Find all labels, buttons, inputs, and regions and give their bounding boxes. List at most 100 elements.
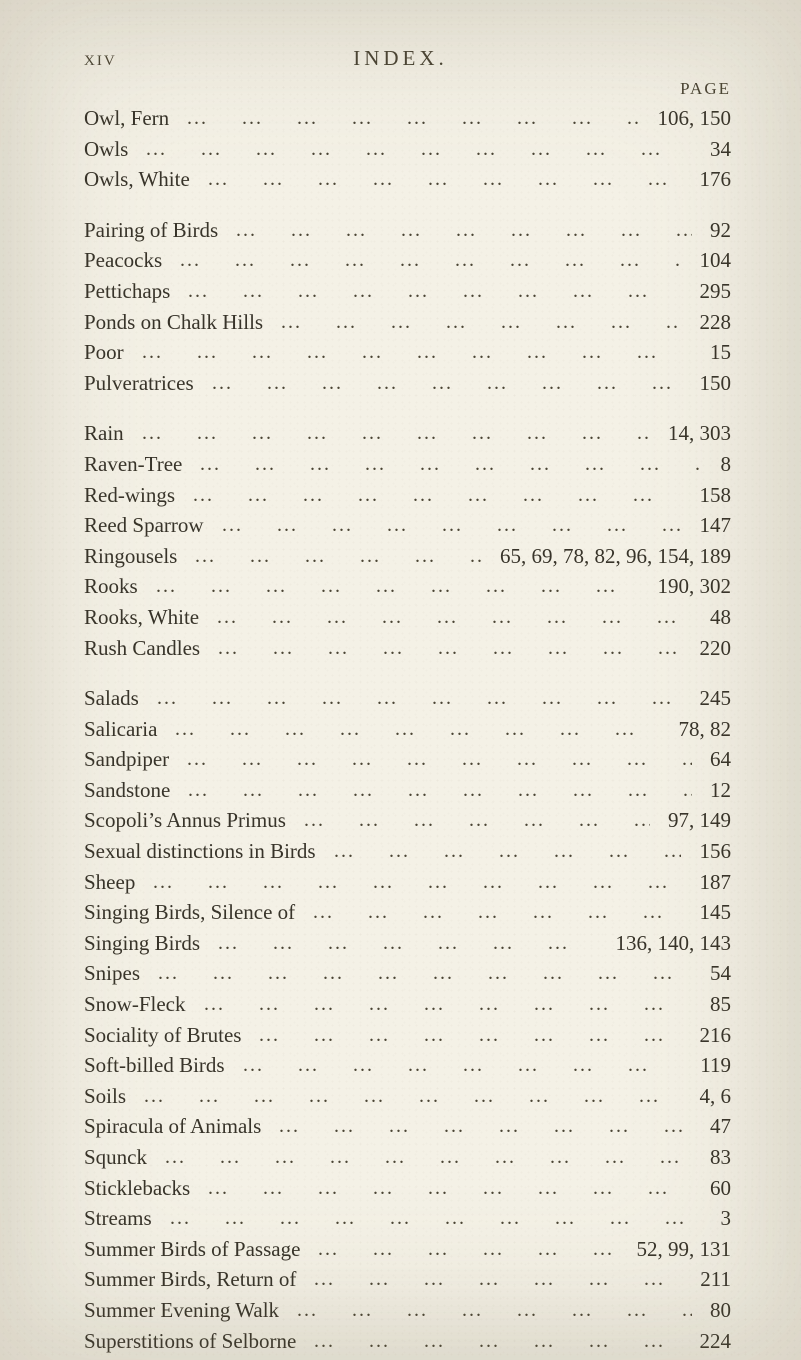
index-term: Scopoli’s Annus Primus xyxy=(84,805,286,836)
index-term: Sandpiper xyxy=(84,744,169,775)
index-term: Sociality of Brutes xyxy=(84,1020,241,1051)
index-group: Rain 14, 303 ... ... ... ... ... ... ... .… xyxy=(84,418,731,663)
index-term: Summer Birds of Passage xyxy=(84,1234,300,1265)
header-spacer xyxy=(725,46,731,71)
index-term: Owl, Fern xyxy=(84,103,169,134)
leader-dots: ... ... ... ... ... ... ... ... ... ... … xyxy=(217,602,692,633)
index-term: Streams xyxy=(84,1203,152,1234)
index-entry: Soils4, 6... ... ... ... ... ... ... ...… xyxy=(84,1081,731,1112)
index-entry: Peacocks104... ... ... ... ... ... ... .… xyxy=(84,245,731,276)
index-entry: Scopoli’s Annus Primus 97, 149 ... ... ...… xyxy=(84,805,731,836)
leader-dots: ... ... ... ... ... ... ... ... ... ... … xyxy=(158,958,692,989)
index-pages: 104 xyxy=(700,245,732,276)
leader-dots: ... ... ... ... ... ... ... ... ... ... … xyxy=(153,867,681,898)
index-entry: Pettichaps295... ... ... ... ... ... ...… xyxy=(84,276,731,307)
index-pages: 65, 69, 78, 82, 96, 154, 189 xyxy=(500,541,731,572)
index-entry: Sussex Downs 186 ... ... ... ... ... ... .… xyxy=(84,1356,731,1360)
index-term: Singing Birds xyxy=(84,928,200,959)
index-term: Raven-Tree xyxy=(84,449,182,480)
index-entry: Snow-Fleck85... ... ... ... ... ... ... … xyxy=(84,989,731,1020)
index-term: Sexual distinctions in Birds xyxy=(84,836,316,867)
index-pages: 224 xyxy=(700,1326,732,1357)
index-entry: Sheep187... ... ... ... ... ... ... ... … xyxy=(84,867,731,898)
index-entry: Streams3... ... ... ... ... ... ... ... … xyxy=(84,1203,731,1234)
index-entry: Poor15... ... ... ... ... ... ... ... ..… xyxy=(84,337,731,368)
index-term: Snipes xyxy=(84,958,140,989)
index-pages: 78, 82 xyxy=(679,714,732,745)
leader-dots: ... ... ... ... ... ... ... ... ... ... … xyxy=(157,683,681,714)
index-entry: Owl, Fern106, 150... ... ... ... ... ...… xyxy=(84,103,731,134)
index-entry: Squnck83... ... ... ... ... ... ... ... … xyxy=(84,1142,731,1173)
index-pages: 119 xyxy=(700,1050,731,1081)
index-entry: Summer Birds, Return of211... ... ... ..… xyxy=(84,1264,731,1295)
index-entry: Singing Birds136, 140, 143... ... ... ..… xyxy=(84,928,731,959)
index-pages: 145 xyxy=(700,897,732,928)
index-entry: Pulveratrices150... ... ... ... ... ... … xyxy=(84,368,731,399)
index-pages: 80 xyxy=(710,1295,731,1326)
index-pages: 147 xyxy=(700,510,732,541)
index-pages: 48 xyxy=(710,602,731,633)
index-entry: Sexual distinctions in Birds156... ... .… xyxy=(84,836,731,867)
index-term: Sussex Downs xyxy=(84,1356,207,1360)
index-entry: Ponds on Chalk Hills 228 ... ... ... ... .… xyxy=(84,307,731,338)
index-entry: Rooks, White48... ... ... ... ... ... ..… xyxy=(84,602,731,633)
index-entry: Red-wings158... ... ... ... ... ... ... … xyxy=(84,480,731,511)
index-pages: 12 xyxy=(710,775,731,806)
index-term: Rush Candles xyxy=(84,633,200,664)
index-pages: 216 xyxy=(700,1020,732,1051)
index-pages: 158 xyxy=(700,480,732,511)
leader-dots: ... ... ... ... ... ... ... ... ... ... … xyxy=(175,714,660,745)
leader-dots: ... ... ... ... ... ... ... ... ... ... … xyxy=(222,510,681,541)
index-pages: 14, 303 xyxy=(668,418,731,449)
leader-dots: ... ... ... ... ... ... ... ... ... ... … xyxy=(236,215,692,246)
leader-dots: ... ... ... ... ... ... ... ... ... ... … xyxy=(259,1020,681,1051)
leader-dots: ... ... ... ... ... ... ... ... ... ... … xyxy=(318,1234,618,1265)
index-entry: Sticklebacks60... ... ... ... ... ... ..… xyxy=(84,1173,731,1204)
index-entry: Owls, White176... ... ... ... ... ... ..… xyxy=(84,164,731,195)
index-term: Singing Birds, Silence of xyxy=(84,897,295,928)
index-entry: Ringousels65, 69, 78, 82, 96, 154, 189..… xyxy=(84,541,731,572)
index-term: Pairing of Birds xyxy=(84,215,218,246)
index-term: Owls xyxy=(84,134,128,165)
index-group: Salads245... ... ... ... ... ... ... ...… xyxy=(84,683,731,1360)
page-roman-numeral: xiv xyxy=(84,46,117,71)
index-pages: 220 xyxy=(700,633,732,664)
index-entry: Spiracula of Animals47... ... ... ... ..… xyxy=(84,1111,731,1142)
index-pages: 228 xyxy=(700,307,732,338)
index-pages: 150 xyxy=(700,368,732,399)
index-entry: Pairing of Birds92... ... ... ... ... ..… xyxy=(84,215,731,246)
index-pages: 186 xyxy=(700,1356,732,1360)
index-term: Owls, White xyxy=(84,164,190,195)
leader-dots: ... ... ... ... ... ... ... ... ... ... … xyxy=(188,775,692,806)
index-pages: 187 xyxy=(700,867,732,898)
index-term: Peacocks xyxy=(84,245,162,276)
index-term: Reed Sparrow xyxy=(84,510,204,541)
index-entry: Owls34... ... ... ... ... ... ... ... ..… xyxy=(84,134,731,165)
leader-dots: ... ... ... ... ... ... ... ... ... ... … xyxy=(314,1326,681,1357)
index-term: Rooks xyxy=(84,571,138,602)
leader-dots: ... ... ... ... ... ... ... ... ... ... … xyxy=(314,1264,682,1295)
index-entry: Raven-Tree8... ... ... ... ... ... ... .… xyxy=(84,449,731,480)
index-pages: 8 xyxy=(721,449,732,480)
index-pages: 136, 140, 143 xyxy=(616,928,732,959)
leader-dots: ... ... ... ... ... ... ... ... ... ... … xyxy=(146,134,692,165)
leader-dots: ... ... ... ... ... ... ... ... ... ... … xyxy=(165,1142,692,1173)
leader-dots: ... ... ... ... ... ... ... ... ... ... … xyxy=(279,1111,692,1142)
index-term: Pettichaps xyxy=(84,276,170,307)
leader-dots: ... ... ... ... ... ... ... ... ... ... … xyxy=(297,1295,692,1326)
index-entry: Sandstone12... ... ... ... ... ... ... .… xyxy=(84,775,731,806)
index-entry: Superstitions of Selborne224... ... ... … xyxy=(84,1326,731,1357)
index-pages: 47 xyxy=(710,1111,731,1142)
index-entry: Snipes54... ... ... ... ... ... ... ... … xyxy=(84,958,731,989)
index-pages: 190, 302 xyxy=(658,571,732,602)
index-entry: Rooks190, 302... ... ... ... ... ... ...… xyxy=(84,571,731,602)
leader-dots: ... ... ... ... ... ... ... ... ... ... … xyxy=(281,307,681,338)
index-term: Soils xyxy=(84,1081,126,1112)
leader-dots: ... ... ... ... ... ... ... ... ... ... … xyxy=(225,1356,681,1360)
index-pages: 97, 149 xyxy=(668,805,731,836)
leader-dots: ... ... ... ... ... ... ... ... ... ... … xyxy=(212,368,681,399)
index-entry: Salicaria78, 82... ... ... ... ... ... .… xyxy=(84,714,731,745)
index-term: Rain xyxy=(84,418,124,449)
leader-dots: ... ... ... ... ... ... ... ... ... ... … xyxy=(304,805,650,836)
index-term: Ponds on Chalk Hills xyxy=(84,307,263,338)
